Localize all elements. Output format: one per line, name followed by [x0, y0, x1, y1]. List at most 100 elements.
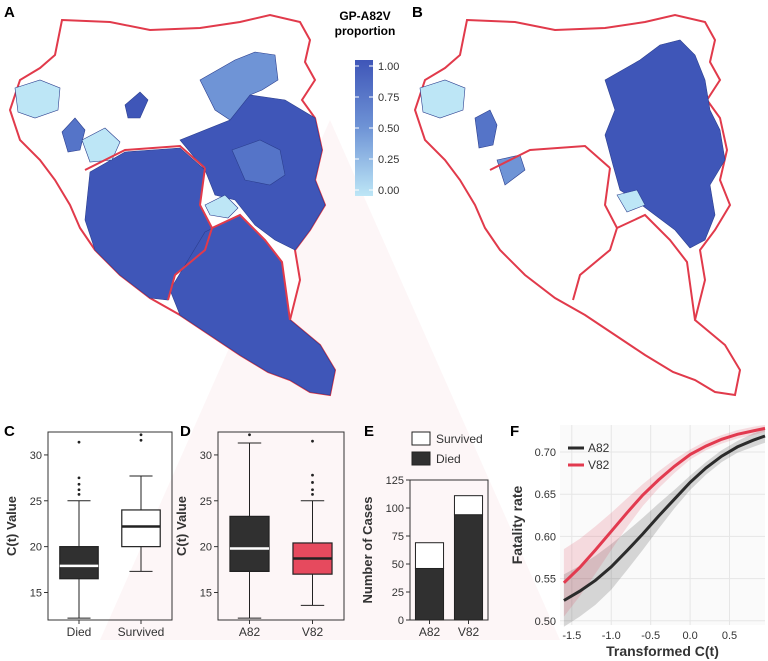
- panel-label-a: A: [4, 4, 15, 21]
- outlier-point: [77, 440, 81, 444]
- region-light-1: [14, 79, 61, 119]
- border-guinea-liberia-b: [616, 213, 696, 321]
- x-tick-label: 0.5: [722, 630, 737, 642]
- legend-a-tick-label: 0.25: [378, 154, 399, 166]
- legend-a-title-2: proportion: [335, 24, 396, 38]
- y-tick-label: 15: [200, 587, 212, 599]
- border-sl-liberia-b: [572, 167, 619, 301]
- outlier-point: [77, 476, 81, 480]
- legend-label-v82: V82: [588, 458, 610, 472]
- y-tick-label: 30: [200, 450, 212, 462]
- y-axis-label: C(t) Value: [174, 496, 189, 556]
- y-tick-label: 0.60: [535, 531, 556, 543]
- bar-survived: [414, 542, 445, 569]
- line-v82: [562, 426, 766, 584]
- y-axis-label: Fatality rate: [509, 485, 525, 564]
- region-light-2: [81, 127, 121, 163]
- x-tick-label: V82: [458, 625, 480, 639]
- legend-a-tick-label: 0.75: [378, 92, 399, 104]
- x-tick-label: A82: [239, 625, 261, 639]
- y-tick-label: 0.50: [535, 616, 556, 628]
- panel-label-c: C: [4, 423, 15, 440]
- y-tick-label: 0.65: [535, 489, 556, 501]
- outlier-point: [311, 439, 314, 443]
- plot-frame: [409, 479, 489, 621]
- outlier-point: [139, 433, 143, 437]
- y-tick-label: 25: [392, 587, 404, 599]
- panel-label-d: D: [180, 423, 191, 440]
- x-axis-label: Transformed C(t): [606, 643, 719, 659]
- y-tick-label: 0.70: [535, 447, 556, 459]
- border-sl-liberia-a: [167, 167, 214, 301]
- outlier-point: [311, 492, 314, 496]
- outlier-point: [77, 488, 81, 492]
- y-tick-label: 30: [30, 450, 42, 462]
- box-survived: [121, 509, 161, 548]
- bar-died: [414, 567, 445, 621]
- region-light-3: [204, 194, 239, 219]
- region-mid-2: [231, 139, 286, 186]
- panel-label-f: F: [510, 423, 519, 440]
- plot-f: -1.5 -1.0 -0.5 0.0 0.5 0.50 0.55 0.60 0.65 0.70 Tr…: [509, 425, 766, 659]
- box-a82: [229, 515, 270, 572]
- outlier-point: [311, 481, 314, 484]
- y-axis-label: Number of Cases: [360, 497, 375, 604]
- y-tick-label: 0: [398, 615, 404, 627]
- plot-e: Number of Cases 0 25 50 75 100 125 A82 V82 Surviv…: [360, 431, 489, 639]
- legend-a-title-1: GP-A82V: [339, 9, 390, 23]
- y-tick-label: 15: [30, 587, 42, 599]
- legend-a-colorbar: [355, 60, 373, 196]
- outlier-point: [311, 473, 314, 477]
- x-tick-label: V82: [302, 625, 324, 639]
- x-tick-label: Survived: [118, 625, 165, 639]
- plot-c: C(t) Value 15 20 25 30 Died Survived: [4, 431, 173, 639]
- y-tick-label: 20: [30, 542, 42, 554]
- outlier-point: [77, 492, 81, 496]
- bar-died: [453, 514, 484, 621]
- legend-a-tick-label: 0.00: [378, 185, 399, 197]
- border-guinea-liberia-a: [211, 213, 291, 321]
- region-b-mid-1: [474, 109, 498, 149]
- plot-area: [560, 425, 765, 625]
- x-tick-label: -0.5: [641, 630, 660, 642]
- border-sl-guinea-a: [84, 144, 206, 171]
- legend-a-tick-label: 1.00: [378, 61, 399, 73]
- legend-swatch-died: [411, 451, 431, 466]
- region-mid-1: [199, 51, 279, 121]
- legend-a-tick-label: 0.50: [378, 123, 399, 135]
- y-tick-label: 50: [392, 559, 404, 571]
- legend-a: GP-A82V proportion 1.00 0.75 0.50 0.25 0.00: [335, 9, 400, 197]
- outlier-point: [77, 482, 81, 486]
- region-b-light-2: [616, 189, 646, 213]
- plot-d: C(t) Value 15 20 25 30 A82 V82: [174, 431, 345, 639]
- legend-label-survived: Survived: [436, 432, 483, 446]
- outlier-point: [139, 438, 143, 442]
- y-tick-label: 25: [30, 496, 42, 508]
- ci-band-v82: [563, 425, 765, 617]
- y-tick-label: 20: [200, 542, 212, 554]
- legend-label-died: Died: [436, 452, 461, 466]
- map-a: [8, 13, 337, 397]
- y-axis-label: C(t) Value: [4, 496, 19, 556]
- outlier-point: [248, 433, 251, 437]
- x-tick-label: Died: [67, 625, 92, 639]
- y-tick-label: 100: [386, 503, 404, 515]
- x-tick-label: -1.5: [562, 630, 581, 642]
- outlier-point: [311, 488, 314, 492]
- legend-swatch-survived: [411, 431, 431, 446]
- y-tick-label: 75: [392, 531, 404, 543]
- plot-frame: [47, 431, 173, 621]
- panel-label-e: E: [364, 423, 374, 440]
- bar-survived: [453, 495, 484, 516]
- y-tick-label: 25: [200, 496, 212, 508]
- box-died: [59, 546, 99, 580]
- x-tick-label: 0.0: [682, 630, 697, 642]
- x-tick-label: -1.0: [602, 630, 621, 642]
- x-tick-label: A82: [419, 625, 441, 639]
- line-a82: [563, 434, 766, 602]
- region-mid-4: [124, 91, 149, 119]
- border-sl-guinea-b: [489, 144, 611, 171]
- panel-label-b: B: [412, 4, 423, 21]
- y-tick-label: 0.55: [535, 574, 556, 586]
